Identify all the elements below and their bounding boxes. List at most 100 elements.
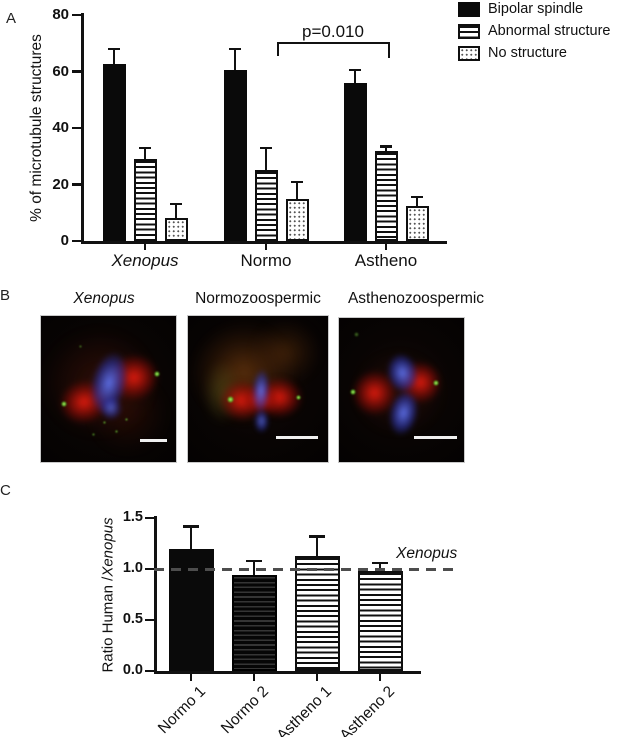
error-bar-stem-astheno-no-structure [415, 197, 419, 206]
micrograph-xenopus [40, 315, 177, 463]
y-tick-label: 80 [52, 6, 69, 23]
bar-astheno-1 [294, 555, 340, 671]
error-bar-stem-astheno-abnormal-structure [384, 146, 388, 151]
error-bar-stem-astheno-1 [315, 536, 319, 556]
y-tick-label: 0.0 [122, 662, 143, 678]
legend-swatch-no-structure [458, 46, 480, 61]
bracket-right-tick [387, 42, 390, 58]
green-speckle [354, 332, 359, 338]
error-bar-stem-normo-no-structure [295, 181, 299, 199]
y-axis-label-italic: Xenopus [99, 517, 117, 577]
spindle-pole-dot-right [432, 379, 439, 386]
error-bar-cap-normo-1 [183, 525, 199, 528]
bar-astheno-2 [357, 571, 403, 671]
y-tick-label: 40 [52, 119, 69, 136]
error-bar-stem-normo-1 [189, 526, 193, 549]
micrograph-normozoospermic [187, 315, 329, 463]
panel-a-legend: Bipolar spindle Abnormal structure No stru… [0, 0, 625, 80]
green-speckle [92, 432, 96, 436]
error-bar-cap-astheno-abnormal-structure [380, 145, 392, 148]
error-bar-cap-normo-no-structure [291, 180, 303, 183]
bar-normo-abnormal-structure [254, 170, 278, 241]
legend-label-abnormal-structure: Abnormal structure [488, 23, 611, 39]
x-tick [143, 244, 147, 250]
spindle-pole-dot-right [154, 371, 161, 378]
error-bar-stem-normo-bipolar-spindle [233, 48, 237, 71]
blue-chromatin-small [253, 409, 270, 433]
reference-line-label: Xenopus [396, 545, 458, 562]
y-axis [154, 516, 157, 674]
x-axis [81, 241, 447, 244]
y-tick [72, 70, 81, 73]
bar-xenopus-no-structure [164, 218, 188, 241]
category-label-normo-1: Normo 1 [154, 683, 210, 737]
p-value-text: p=0.010 [302, 22, 364, 41]
y-tick [145, 618, 154, 622]
y-tick [72, 183, 81, 186]
spindle-pole-dot-left [227, 396, 235, 404]
panel-a-letter: A [6, 10, 17, 27]
green-speckle [103, 421, 107, 425]
panel-c-letter: C [0, 482, 11, 499]
y-axis-label-prefix: Ratio Human / [99, 576, 117, 673]
y-tick-label: 20 [52, 175, 69, 193]
x-tick [264, 244, 268, 250]
y-tick-label: 1.5 [122, 509, 143, 525]
y-axis [81, 13, 84, 244]
green-speckle [124, 418, 128, 422]
y-tick-label: 60 [52, 62, 69, 80]
x-axis [154, 671, 421, 674]
y-tick [145, 669, 154, 673]
y-tick-label: 0.5 [122, 611, 143, 627]
bar-astheno-no-structure [405, 205, 429, 241]
x-tick [189, 674, 193, 681]
error-bar-cap-normo-abnormal-structure [260, 146, 272, 149]
bracket-line [277, 42, 390, 45]
scale-bar [276, 436, 319, 439]
scale-bar [139, 439, 167, 442]
bar-normo-bipolar-spindle [223, 70, 247, 241]
x-tick [378, 674, 382, 681]
blue-chromatin-small [100, 396, 122, 420]
panel-a-bar-chart: 0 20 40 60 80 Xenopus Normo Astheno [0, 0, 625, 285]
error-bar-cap-xenopus-abnormal-structure [139, 146, 151, 149]
legend-label-no-structure: No structure [488, 45, 567, 61]
bar-normo-2 [231, 575, 277, 671]
error-bar-cap-astheno-no-structure [411, 196, 423, 199]
micrograph-title-xenopus: Xenopus [73, 290, 135, 307]
error-bar-stem-xenopus-no-structure [174, 204, 178, 219]
legend-swatch-bipolar-spindle [458, 2, 480, 17]
green-speckle [115, 429, 119, 433]
x-tick [384, 244, 388, 250]
error-bar-cap-normo-2 [246, 559, 262, 563]
x-tick [315, 674, 319, 681]
category-label-astheno: Astheno [354, 251, 418, 270]
error-bar-stem-xenopus-bipolar-spindle [112, 48, 116, 65]
error-bar-stem-astheno-2 [378, 562, 382, 572]
bar-xenopus-bipolar-spindle [102, 64, 126, 241]
bar-astheno-abnormal-structure [374, 150, 398, 241]
bracket-left-tick [277, 42, 280, 56]
bar-xenopus-abnormal-structure [133, 159, 157, 241]
legend-label-bipolar-spindle: Bipolar spindle [488, 1, 584, 17]
panel-b-letter: B [0, 287, 11, 304]
error-bar-cap-xenopus-bipolar-spindle [108, 47, 120, 51]
error-bar-stem-xenopus-abnormal-structure [143, 147, 147, 160]
y-tick [72, 126, 81, 130]
y-tick [72, 13, 81, 17]
category-label-xenopus: Xenopus [111, 251, 179, 270]
spindle-pole-dot-left [350, 388, 357, 395]
error-bar-stem-astheno-bipolar-spindle [353, 70, 357, 83]
y-tick [145, 567, 154, 571]
micrograph-title-asthenozoospermic: Asthenozoospermic [347, 290, 485, 307]
y-tick-label: 1.0 [122, 560, 143, 576]
error-bar-stem-normo-abnormal-structure [264, 147, 268, 171]
bar-astheno-bipolar-spindle [343, 82, 367, 241]
x-tick [252, 674, 256, 681]
bar-normo-no-structure [285, 198, 309, 241]
micrograph-asthenozoospermic [338, 317, 465, 463]
y-tick-label: 0 [60, 232, 69, 249]
panel-c-y-axis-label: Ratio Human /Xenopus [100, 517, 117, 672]
y-tick [72, 239, 81, 243]
